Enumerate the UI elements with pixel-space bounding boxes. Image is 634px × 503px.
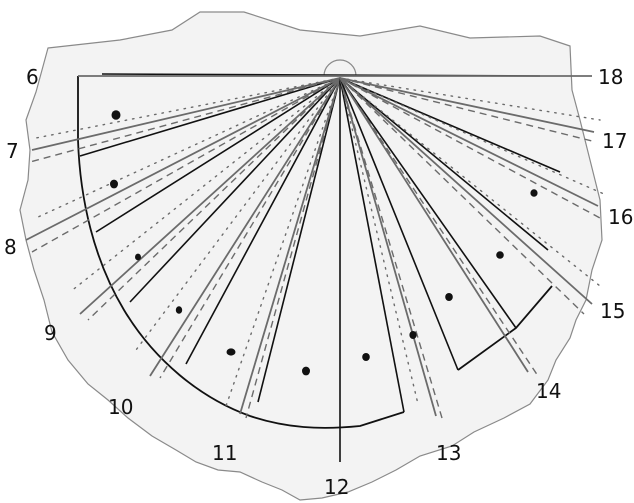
drill-hole [496,251,504,259]
hour-line-13-gray [339,77,437,417]
drill-hole [302,366,310,376]
hour-label-16: 16 [608,205,633,229]
hour-label-12: 12 [324,475,349,499]
hour-label-17: 17 [602,129,627,153]
hour-line-9-black [129,77,341,303]
drill-hole [175,306,183,314]
hour-label-18: 18 [598,65,623,89]
hour-line-15-gray [339,77,593,305]
drill-holes [110,110,538,376]
hour-label-7: 7 [6,139,19,163]
drill-hole [409,331,417,339]
drill-hole [110,179,118,189]
hour-line-8-dashed [31,77,341,253]
hour-line-9-gray [79,77,341,315]
dial-outline [77,76,405,429]
hour-label-6: 6 [26,65,39,89]
hour-label-9: 9 [44,321,57,345]
hour-label-11: 11 [212,441,237,465]
hour-line-9-dashed [87,77,341,321]
hour-line-10-black [185,77,341,365]
hour-label-8: 8 [4,235,17,259]
hour-line-11-dashed [245,77,341,419]
hour-label-15: 15 [600,299,625,323]
stone-fragment [19,11,603,501]
hour-label-14: 14 [536,379,561,403]
drill-hole [362,353,370,361]
hour-line-7-dashed [29,77,341,163]
hour-line-8-black [95,77,341,233]
hour-line-11-dotted [225,77,341,407]
hour-line-17-dashed [339,77,597,143]
hour-line-16-dashed [339,77,601,219]
hour-line-10-gray [149,77,341,377]
drill-hole [226,348,236,356]
hour-line-11-black [257,77,341,403]
hour-line-7-gray [31,77,341,151]
gnomon-hole [323,59,357,77]
hour-line-14-gray [339,77,529,373]
hour-line-11-gray [239,77,341,415]
hour-line-8-gray [25,77,341,241]
hour-line-14-black [339,77,459,371]
hour-line-13-black [339,77,405,413]
hour-line-16-gray [339,77,599,207]
hour-labels: 6 7 8 9 10 11 12 13 14 15 16 17 18 [4,65,633,499]
hour-line-15-dashed [339,77,585,315]
drill-hole [135,253,141,261]
hour-line-15-black [339,77,549,251]
drill-hole [530,189,538,197]
drill-hole [445,293,453,301]
hour-line-15-dotted [339,77,601,287]
hour-line-17-dotted [339,77,601,121]
hour-lines [25,77,605,462]
hour-line-7-black [79,77,341,157]
hour-line-17-gray [339,77,595,133]
hour-line-9-dotted [69,77,341,293]
hour-line-16-black [339,77,561,173]
hour-line-13-dotted [339,77,419,405]
hour-line-14-black-b [339,77,517,329]
hour-line-16-dotted [339,77,605,195]
hour-line-10-dashed [159,77,341,379]
hour-label-13: 13 [436,441,461,465]
drill-hole [111,110,121,120]
hour-line-8-dotted [35,77,341,219]
hour-label-10: 10 [108,395,133,419]
